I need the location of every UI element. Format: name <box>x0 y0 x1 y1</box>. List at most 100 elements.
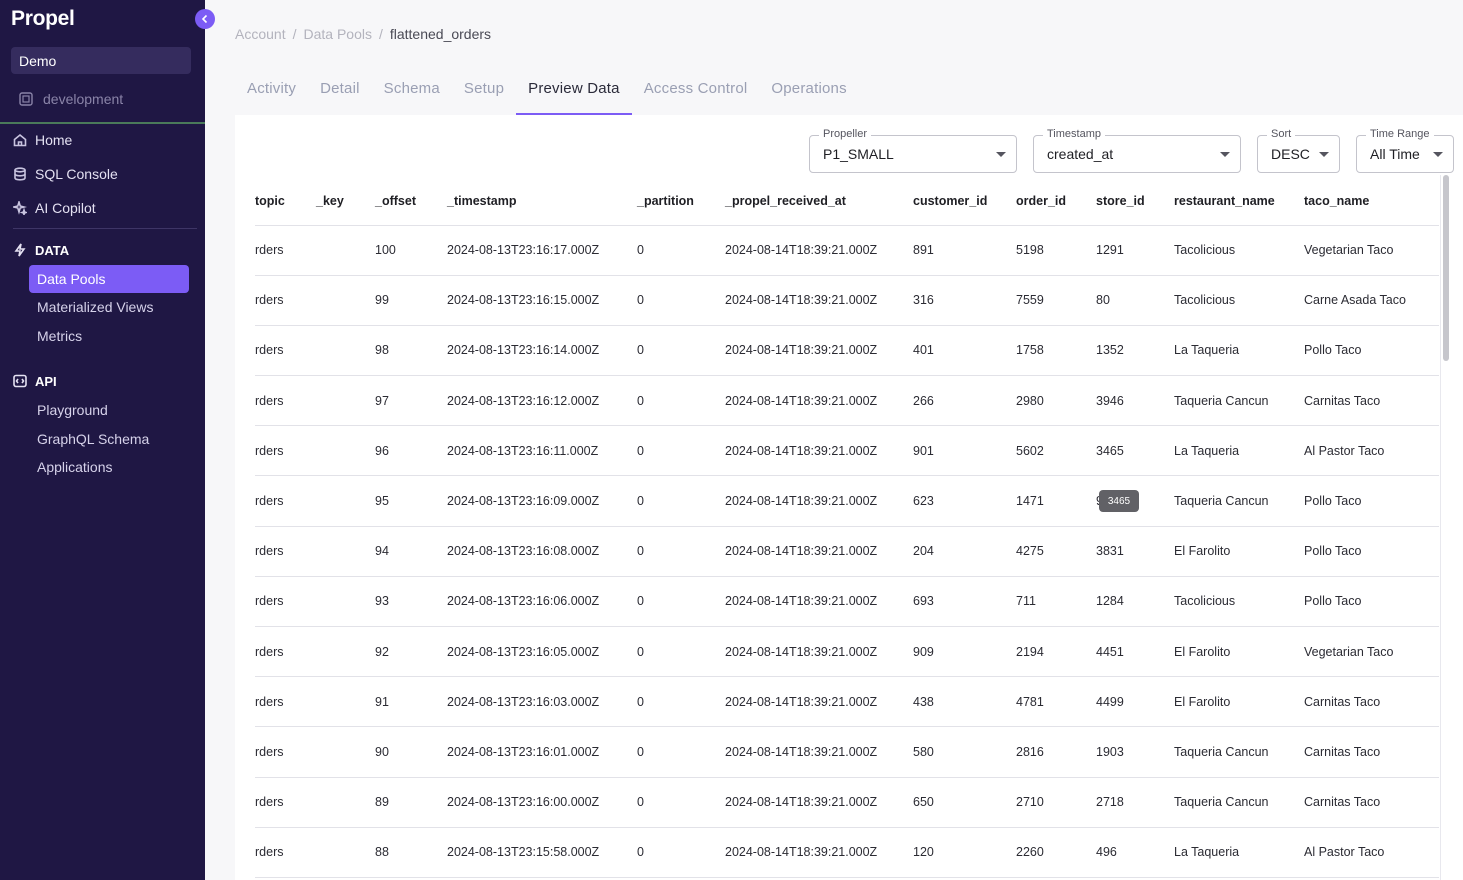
tab-schema[interactable]: Schema <box>383 80 440 97</box>
table-cell <box>316 425 375 477</box>
table-row[interactable]: rders 100 2024-08-13T23:16:17.000Z 0 2024-08… <box>255 225 1439 276</box>
nav-home[interactable]: Home <box>13 129 72 151</box>
table-row[interactable]: rders 92 2024-08-13T23:16:05.000Z 0 2024-08-… <box>255 626 1439 678</box>
tab-setup[interactable]: Setup <box>463 80 505 97</box>
table-cell <box>316 726 375 778</box>
table-cell <box>316 526 375 577</box>
table-cell: 0 <box>637 275 725 326</box>
table-cell: 2024-08-14T18:39:21.000Z <box>725 325 913 377</box>
collapse-sidebar-button[interactable] <box>195 9 215 29</box>
table-cell: 1291 <box>1096 225 1174 276</box>
column-header[interactable]: _timestamp <box>447 175 637 226</box>
column-header[interactable]: _key <box>316 175 375 226</box>
table-cell: 0 <box>637 475 725 527</box>
table-cell: 401 <box>913 325 1016 377</box>
table-row[interactable]: rders 90 2024-08-13T23:16:01.000Z 0 2024-08-… <box>255 726 1439 778</box>
table-cell: 7559 <box>1016 275 1096 326</box>
table-cell: 99 <box>375 275 447 326</box>
tab-operations[interactable]: Operations <box>771 80 847 97</box>
data-section-header: DATA <box>13 240 69 260</box>
table-cell: 1758 <box>1016 325 1096 377</box>
table-cell: El Farolito <box>1174 676 1304 728</box>
column-header[interactable]: topic <box>255 175 316 226</box>
nav-ai-copilot[interactable]: AI Copilot <box>13 197 96 219</box>
table-cell: 580 <box>913 726 1016 778</box>
vertical-scrollbar[interactable] <box>1440 175 1451 880</box>
sparkle-icon <box>13 201 27 215</box>
table-cell: Vegetarian Taco <box>1304 225 1439 276</box>
sidebar-item-playground[interactable]: Playground <box>37 402 108 418</box>
table-cell: 80 <box>1096 275 1174 326</box>
table-row[interactable]: rders 99 2024-08-13T23:16:15.000Z 0 2024-08-… <box>255 275 1439 326</box>
table-cell: 2024-08-13T23:16:01.000Z <box>447 726 637 778</box>
column-header[interactable]: _offset <box>375 175 447 226</box>
column-header[interactable]: order_id <box>1016 175 1096 226</box>
table-row[interactable]: rders 93 2024-08-13T23:16:06.000Z 0 2024-08-… <box>255 576 1439 628</box>
breadcrumb-account[interactable]: Account <box>235 26 286 42</box>
home-icon <box>13 133 27 147</box>
sidebar-item-materialized-views[interactable]: Materialized Views <box>37 299 154 315</box>
table-cell: 2024-08-14T18:39:21.000Z <box>725 275 913 326</box>
table-cell: 90 <box>375 726 447 778</box>
sidebar: Propel Demo development Home SQL Console… <box>0 0 205 880</box>
preview-table-container[interactable]: topic _key _offset _timestamp _partition… <box>255 175 1439 880</box>
table-row[interactable]: rders 96 2024-08-13T23:16:11.000Z 0 2024-08-… <box>255 425 1439 477</box>
column-header[interactable]: restaurant_name <box>1174 175 1304 226</box>
sub-environment[interactable]: development <box>18 89 123 109</box>
timestamp-label: Timestamp <box>1043 128 1105 140</box>
table-cell: 438 <box>913 676 1016 728</box>
environment-select[interactable]: Demo <box>11 47 191 74</box>
breadcrumb-data-pools[interactable]: Data Pools <box>303 26 372 42</box>
sort-value: DESC <box>1271 146 1310 162</box>
table-cell: 2718 <box>1096 777 1174 828</box>
table-cell <box>316 475 375 527</box>
table-cell: 98 <box>375 325 447 377</box>
table-row[interactable]: rders 89 2024-08-13T23:16:00.000Z 0 2024-08-… <box>255 777 1439 828</box>
propeller-select[interactable]: Propeller P1_SMALL <box>809 128 1017 173</box>
table-row[interactable]: rders 95 2024-08-13T23:16:09.000Z 0 2024-08-… <box>255 475 1439 527</box>
tab-bar: Activity Detail Schema Setup Preview Dat… <box>235 79 859 115</box>
table-cell: El Farolito <box>1174 526 1304 577</box>
sort-label: Sort <box>1267 128 1296 140</box>
nav-sql-console[interactable]: SQL Console <box>13 163 118 185</box>
caret-down-icon <box>996 152 1006 157</box>
table-cell: Carnitas Taco <box>1304 676 1439 728</box>
table-cell: rders <box>255 827 316 878</box>
column-header[interactable]: _propel_received_at <box>725 175 913 226</box>
table-row[interactable]: rders 91 2024-08-13T23:16:03.000Z 0 2024-08-… <box>255 676 1439 728</box>
table-row[interactable]: rders 97 2024-08-13T23:16:12.000Z 0 2024-08-… <box>255 375 1439 427</box>
sidebar-item-data-pools[interactable]: Data Pools <box>29 265 189 293</box>
table-cell: 3465 <box>1096 425 1174 477</box>
breadcrumb-separator: / <box>292 26 297 42</box>
sidebar-item-graphql-schema[interactable]: GraphQL Schema <box>37 431 150 447</box>
sidebar-item-metrics[interactable]: Metrics <box>37 328 83 344</box>
table-cell: 1471 <box>1016 475 1096 527</box>
table-cell <box>316 777 375 828</box>
table-cell: 2024-08-13T23:16:03.000Z <box>447 676 637 728</box>
timestamp-select[interactable]: Timestamp created_at <box>1033 128 1241 173</box>
sub-environment-label: development <box>43 91 124 107</box>
table-row[interactable]: rders 88 2024-08-13T23:15:58.000Z 0 2024-08-… <box>255 827 1439 878</box>
table-cell: 266 <box>913 375 1016 427</box>
table-row[interactable]: rders 94 2024-08-13T23:16:08.000Z 0 2024-08-… <box>255 526 1439 577</box>
scrollbar-thumb[interactable] <box>1443 175 1449 361</box>
sidebar-item-applications[interactable]: Applications <box>37 459 113 475</box>
column-header[interactable]: store_id <box>1096 175 1174 226</box>
table-cell: Tacolicious <box>1174 275 1304 326</box>
table-cell: 1352 <box>1096 325 1174 377</box>
table-cell: 2024-08-14T18:39:21.000Z <box>725 375 913 427</box>
tab-access-control[interactable]: Access Control <box>643 80 748 97</box>
tab-preview-data[interactable]: Preview Data <box>516 79 632 115</box>
tab-activity[interactable]: Activity <box>247 80 297 97</box>
column-header[interactable]: customer_id <box>913 175 1016 226</box>
table-cell: 2816 <box>1016 726 1096 778</box>
table-row[interactable]: rders 98 2024-08-13T23:16:14.000Z 0 2024-08-… <box>255 325 1439 377</box>
breadcrumb: Account / Data Pools / flattened_orders <box>235 26 491 42</box>
tab-detail[interactable]: Detail <box>320 80 360 97</box>
sort-select[interactable]: Sort DESC <box>1257 128 1340 173</box>
table-cell: 2710 <box>1016 777 1096 828</box>
column-header[interactable]: taco_name <box>1304 175 1439 226</box>
time-range-select[interactable]: Time Range All Time <box>1356 128 1454 173</box>
column-header[interactable]: _partition <box>637 175 725 226</box>
table-cell: 2024-08-14T18:39:21.000Z <box>725 726 913 778</box>
